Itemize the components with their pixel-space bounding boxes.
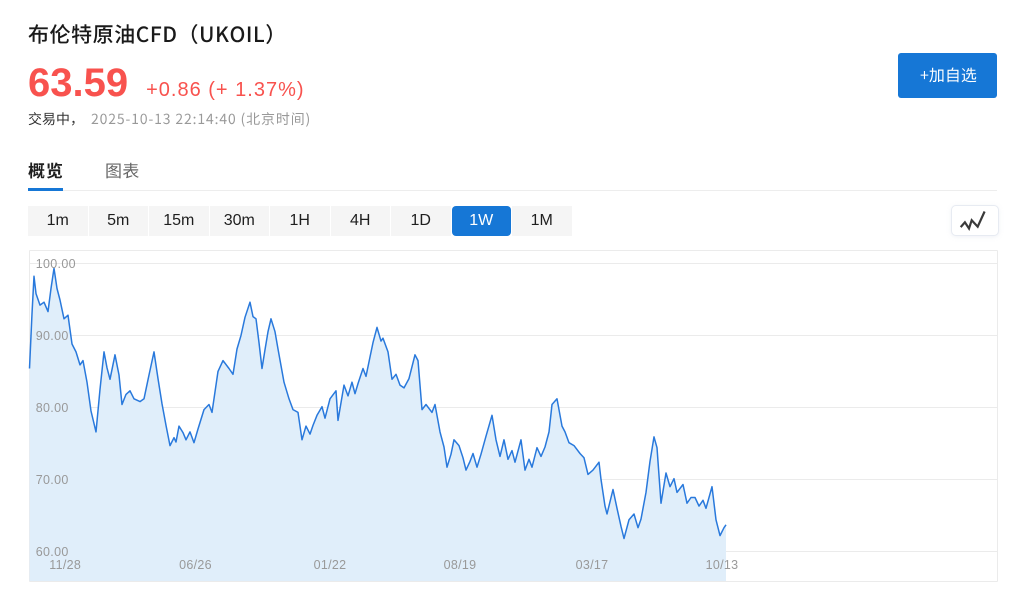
svg-text:11/28: 11/28 bbox=[49, 558, 81, 572]
svg-text:100.00: 100.00 bbox=[36, 257, 76, 271]
svg-text:80.00: 80.00 bbox=[36, 401, 69, 415]
svg-text:70.00: 70.00 bbox=[36, 473, 69, 487]
svg-text:60.00: 60.00 bbox=[36, 545, 69, 559]
svg-text:10/13: 10/13 bbox=[706, 558, 739, 572]
svg-text:03/17: 03/17 bbox=[576, 558, 609, 572]
svg-text:08/19: 08/19 bbox=[444, 558, 477, 572]
svg-text:06/26: 06/26 bbox=[179, 558, 212, 572]
svg-text:90.00: 90.00 bbox=[36, 329, 69, 343]
svg-text:01/22: 01/22 bbox=[314, 558, 347, 572]
